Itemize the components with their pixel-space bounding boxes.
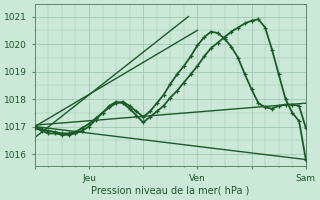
X-axis label: Pression niveau de la mer( hPa ): Pression niveau de la mer( hPa ) xyxy=(91,186,250,196)
